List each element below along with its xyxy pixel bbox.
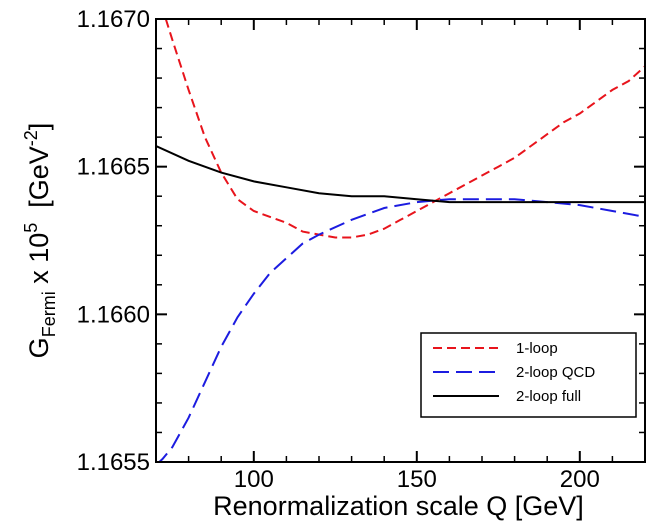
y-tick-label: 1.1655 xyxy=(77,449,150,476)
x-tick-label: 200 xyxy=(560,466,600,493)
y-title-main: G xyxy=(24,337,54,358)
legend: 1-loop 2-loop QCD 2-loop full xyxy=(420,332,637,418)
y-title-unit-close: ] xyxy=(24,123,54,131)
y-tick-label: 1.1670 xyxy=(77,6,150,33)
y-title-multiplier: x 10 xyxy=(24,233,54,292)
series-line-2 xyxy=(157,198,645,462)
ticks-layer: 100 150 200 1.1655 1.1660 1.1665 1.1670 xyxy=(77,6,646,493)
legend-label: 2-loop full xyxy=(516,388,581,405)
plot-frame xyxy=(155,18,646,463)
y-title-unit-open: [GeV xyxy=(24,146,54,223)
y-tick-label: 1.1660 xyxy=(77,301,150,328)
series-line-1 xyxy=(164,19,645,239)
x-axis-title: Renormalization scale Q [GeV] xyxy=(213,491,584,521)
y-title-unit-exponent: -2 xyxy=(21,130,41,146)
x-tick-label: 150 xyxy=(397,466,437,493)
x-tick-label: 100 xyxy=(234,466,274,493)
y-title-subscript: Fermi xyxy=(39,291,59,337)
legend-label: 1-loop xyxy=(516,340,558,357)
legend-label: 2-loop QCD xyxy=(516,364,595,381)
series-layer xyxy=(156,19,645,462)
legend-box xyxy=(420,332,637,418)
y-title-exponent: 5 xyxy=(21,223,41,233)
y-axis-title: GFermi x 105 [GeV-2] xyxy=(21,123,59,359)
y-tick-label: 1.1665 xyxy=(77,154,150,181)
series-line-3 xyxy=(156,145,645,204)
